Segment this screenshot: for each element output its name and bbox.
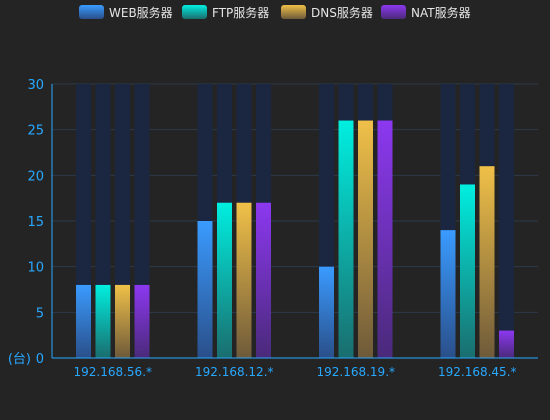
- grid: [52, 83, 538, 313]
- bar[interactable]: [76, 284, 91, 358]
- bar[interactable]: [440, 230, 456, 358]
- bar[interactable]: [499, 330, 514, 358]
- x-tick-label: 192.168.12.*: [195, 365, 274, 379]
- bar[interactable]: [377, 120, 393, 359]
- data-bars: [76, 120, 514, 359]
- bar[interactable]: [217, 202, 232, 358]
- y-tick-label: 10: [27, 261, 44, 276]
- bar[interactable]: [479, 166, 495, 358]
- legend-label: DNS服务器: [311, 5, 373, 20]
- y-tick-label: 0: [36, 352, 44, 367]
- legend-swatch: [79, 5, 104, 19]
- bar[interactable]: [319, 266, 334, 358]
- legend-swatch: [281, 5, 306, 19]
- background-bar: [499, 84, 514, 358]
- x-tick-label: 192.168.56.*: [73, 365, 152, 379]
- legend-swatch: [381, 5, 406, 19]
- legend-label: WEB服务器: [109, 5, 173, 20]
- bar[interactable]: [460, 184, 475, 358]
- y-tick-label: 20: [27, 169, 44, 184]
- bar[interactable]: [256, 202, 271, 358]
- y-tick-label: 5: [36, 306, 44, 321]
- legend-item[interactable]: DNS服务器: [281, 5, 373, 20]
- legend-item[interactable]: WEB服务器: [79, 5, 173, 20]
- y-axis-unit-label: (台): [8, 352, 31, 367]
- x-tick-label: 192.168.19.*: [316, 365, 395, 379]
- y-tick-label: 25: [27, 124, 44, 139]
- y-tick-label: 30: [27, 78, 44, 93]
- bar[interactable]: [95, 284, 111, 358]
- bar[interactable]: [134, 284, 150, 358]
- bar[interactable]: [115, 284, 130, 358]
- legend-label: NAT服务器: [411, 5, 471, 20]
- axes: 0 5 10 15 20 25 30 192.168.56.* 192.168.12.* 192.…: [27, 78, 538, 379]
- legend-item[interactable]: FTP服务器: [182, 5, 269, 20]
- legend-item[interactable]: NAT服务器: [381, 5, 471, 20]
- bar[interactable]: [236, 202, 252, 358]
- legend-label: FTP服务器: [212, 5, 269, 20]
- legend: WEB服务器 FTP服务器 DNS服务器 NAT服务器: [79, 5, 471, 20]
- legend-swatch: [182, 5, 207, 19]
- bar[interactable]: [197, 221, 213, 358]
- bar[interactable]: [358, 120, 373, 359]
- y-tick-label: 15: [27, 215, 44, 230]
- x-tick-label: 192.168.45.*: [438, 365, 517, 379]
- bar[interactable]: [338, 120, 354, 359]
